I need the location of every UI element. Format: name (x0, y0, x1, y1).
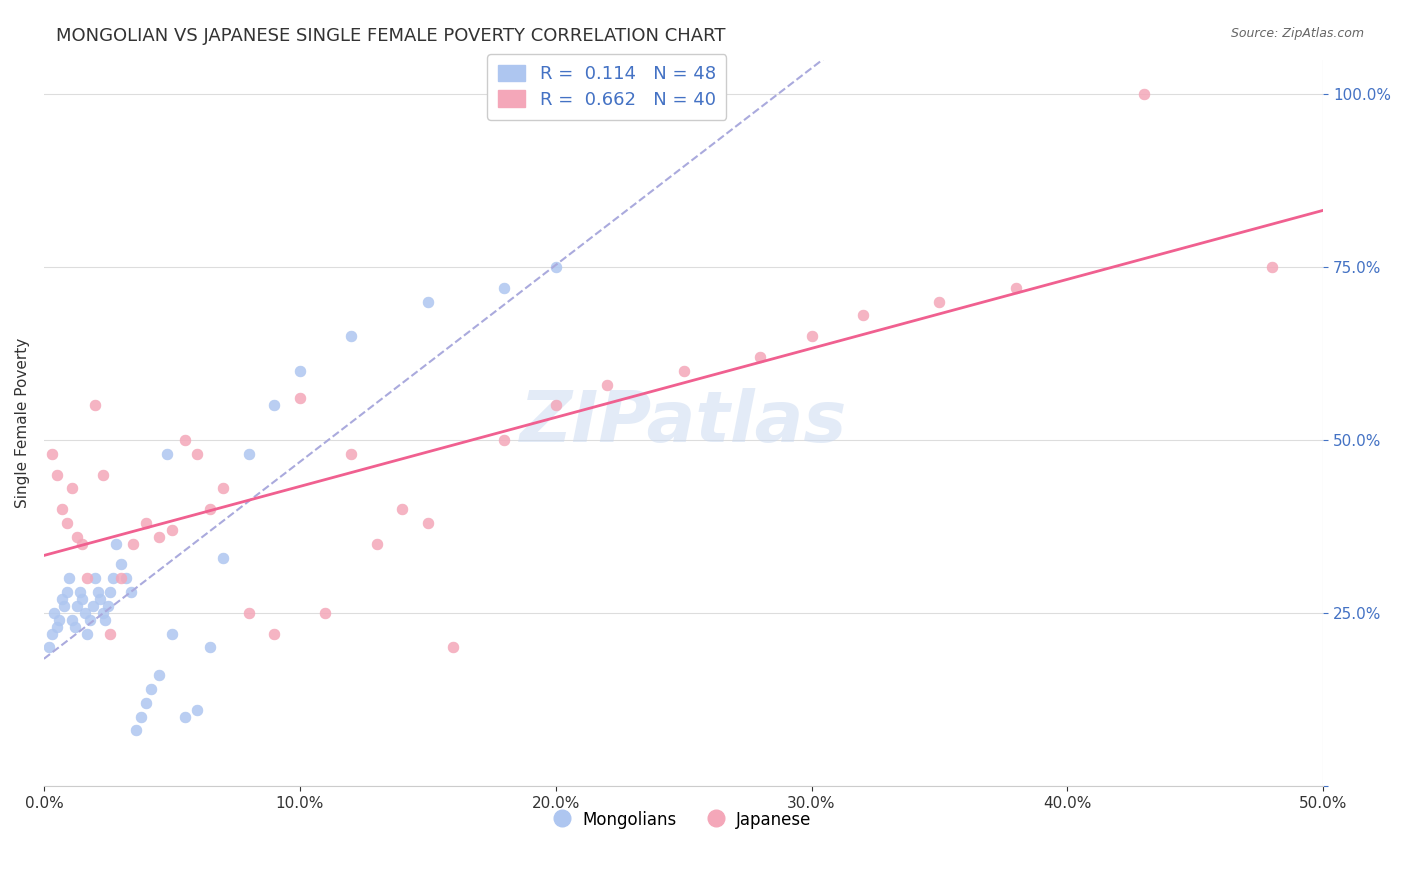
Point (494, 281, 516, 295)
Point (56, 585, 79, 599)
Point (76, 571, 98, 585)
Point (238, 447, 260, 461)
Point (72, 537, 94, 551)
Point (416, 516, 439, 530)
Point (416, 294, 439, 309)
Point (89, 592, 111, 607)
Point (212, 550, 235, 565)
Point (391, 502, 413, 516)
Point (1133, 87, 1156, 102)
Point (41, 447, 63, 461)
Point (41, 626, 63, 640)
Point (58, 571, 80, 585)
Point (66, 599, 89, 613)
Point (69, 585, 91, 599)
Point (173, 433, 195, 447)
Text: Source: ZipAtlas.com: Source: ZipAtlas.com (1230, 27, 1364, 40)
Point (340, 329, 363, 343)
Point (86, 585, 108, 599)
Point (263, 626, 285, 640)
Text: ZIPatlas: ZIPatlas (520, 388, 848, 458)
Point (494, 433, 516, 447)
Y-axis label: Single Female Poverty: Single Female Poverty (15, 337, 30, 508)
Point (173, 709, 195, 723)
Point (156, 447, 179, 461)
Point (1005, 281, 1028, 295)
Point (544, 260, 567, 274)
Point (749, 350, 772, 364)
Point (72, 592, 94, 607)
Point (45, 467, 67, 482)
Point (97, 599, 120, 613)
Point (148, 530, 170, 544)
Point (38, 640, 60, 655)
Point (186, 447, 208, 461)
Point (110, 558, 132, 572)
Point (340, 447, 363, 461)
Point (160, 523, 183, 537)
Point (45, 620, 67, 634)
Point (82, 599, 104, 613)
Point (200, 640, 222, 655)
Point (1261, 260, 1284, 274)
Point (122, 537, 145, 551)
Point (544, 398, 567, 412)
Point (366, 537, 388, 551)
Text: MONGOLIAN VS JAPANESE SINGLE FEMALE POVERTY CORRELATION CHART: MONGOLIAN VS JAPANESE SINGLE FEMALE POVE… (56, 27, 725, 45)
Point (263, 398, 285, 412)
Point (800, 329, 823, 343)
Point (91, 606, 114, 620)
Point (200, 502, 222, 516)
Point (212, 482, 235, 496)
Point (135, 696, 157, 710)
Point (42, 606, 65, 620)
Point (135, 516, 157, 530)
Point (288, 364, 311, 378)
Point (66, 530, 89, 544)
Point (60, 482, 83, 496)
Point (148, 668, 170, 682)
Point (125, 723, 148, 738)
Point (238, 606, 260, 620)
Point (79, 613, 101, 627)
Point (852, 309, 875, 323)
Point (129, 709, 152, 723)
Point (53, 599, 76, 613)
Point (120, 585, 142, 599)
Point (63, 620, 86, 634)
Point (288, 392, 311, 406)
Point (84, 571, 107, 585)
Point (84, 398, 107, 412)
Point (60, 613, 83, 627)
Point (48, 613, 70, 627)
Point (141, 681, 163, 696)
Point (110, 571, 132, 585)
Point (100, 626, 122, 640)
Point (672, 364, 695, 378)
Point (441, 640, 464, 655)
Point (51, 592, 73, 607)
Legend: Mongolians, Japanese: Mongolians, Japanese (548, 805, 818, 836)
Point (928, 294, 950, 309)
Point (596, 377, 619, 392)
Point (51, 502, 73, 516)
Point (101, 571, 124, 585)
Point (94, 613, 117, 627)
Point (91, 467, 114, 482)
Point (186, 703, 208, 717)
Point (73, 606, 96, 620)
Point (76, 626, 98, 640)
Point (56, 516, 79, 530)
Point (104, 537, 127, 551)
Point (114, 571, 136, 585)
Point (160, 626, 183, 640)
Point (100, 585, 122, 599)
Point (314, 606, 336, 620)
